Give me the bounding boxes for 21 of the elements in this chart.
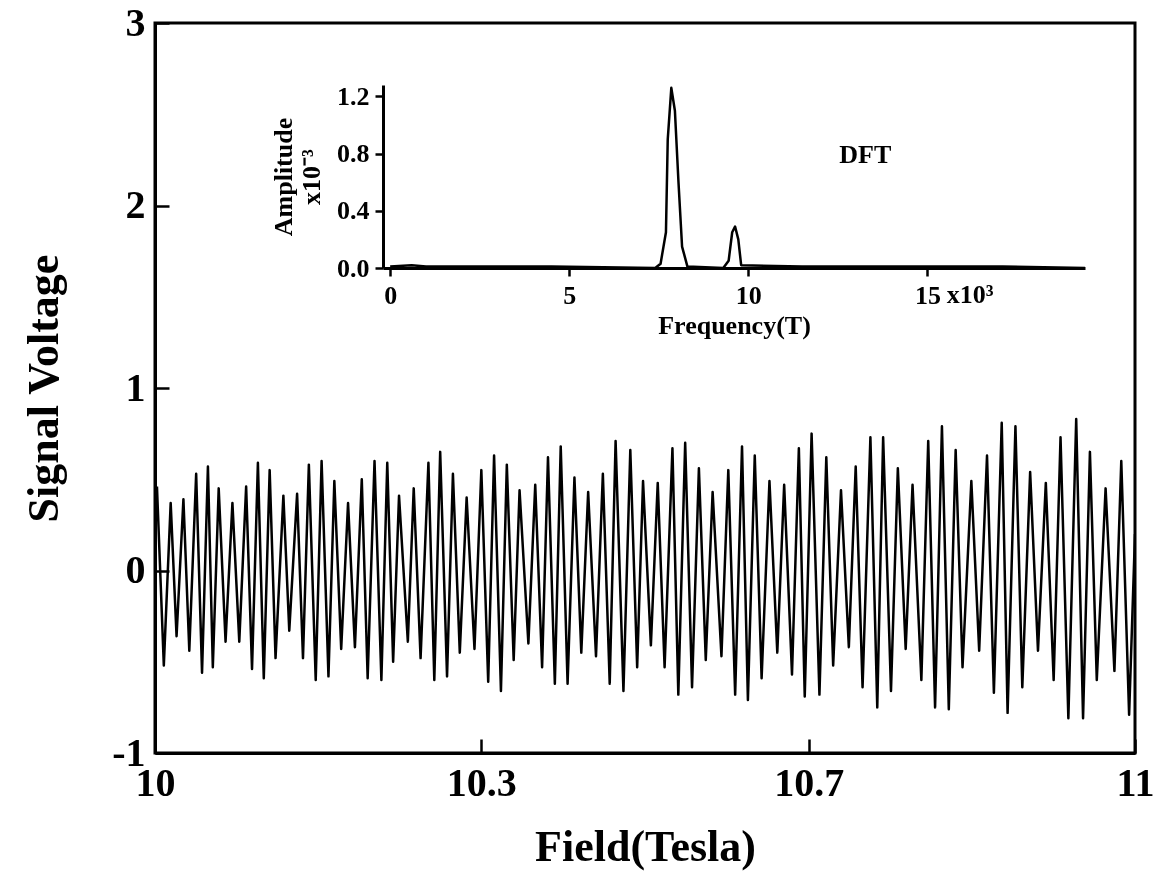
- x-axis-title: Frequency(T): [658, 310, 811, 340]
- y-tick-label: 1: [125, 364, 146, 410]
- y-tick-label: 0.4: [337, 196, 370, 226]
- y-axis-title: Signal Voltage: [19, 254, 69, 523]
- x-tick-label: 10.7: [774, 759, 845, 805]
- annotation: DFT: [839, 139, 892, 169]
- y-tick-label: 2: [125, 182, 146, 227]
- x-tick-label: 5: [563, 280, 577, 310]
- y-axis-title: Amplitude x10⁻³: [269, 117, 326, 237]
- y-tick-label: 0.8: [337, 139, 370, 169]
- x-tick-label: 10.3: [446, 759, 517, 805]
- x-tick-label: 10: [735, 280, 762, 310]
- x-tick-label: 11: [1116, 759, 1155, 805]
- y-tick-label: 1.2: [337, 81, 370, 111]
- x-axis-title: Field(Tesla): [535, 821, 756, 871]
- x-tick-label: 15: [914, 280, 941, 310]
- y-tick-label: 3: [125, 0, 146, 45]
- annotation: x10³: [946, 280, 994, 310]
- y-tick-label: 0: [125, 547, 146, 592]
- x-tick-label: 0: [384, 280, 398, 310]
- y-tick-label: 0.0: [337, 253, 370, 283]
